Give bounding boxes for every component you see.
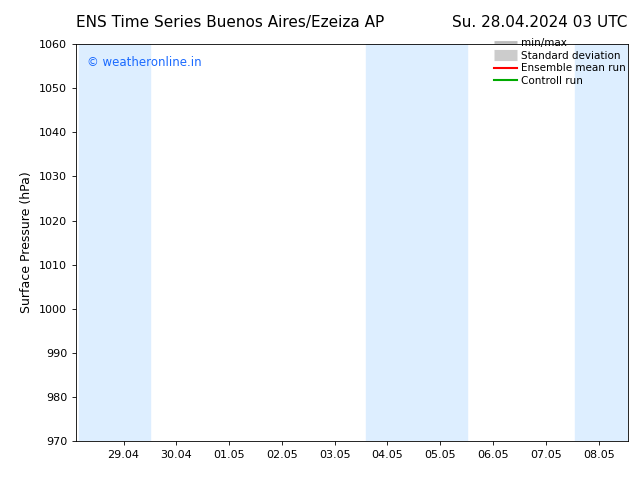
Bar xyxy=(79,44,150,441)
Legend: min/max, Standard deviation, Ensemble mean run, Controll run: min/max, Standard deviation, Ensemble me… xyxy=(491,36,628,88)
Bar xyxy=(366,44,467,441)
Y-axis label: Surface Pressure (hPa): Surface Pressure (hPa) xyxy=(20,172,34,314)
Text: ENS Time Series Buenos Aires/Ezeiza AP: ENS Time Series Buenos Aires/Ezeiza AP xyxy=(76,15,384,30)
Text: Su. 28.04.2024 03 UTC: Su. 28.04.2024 03 UTC xyxy=(452,15,628,30)
Text: © weatheronline.in: © weatheronline.in xyxy=(87,56,202,69)
Bar xyxy=(575,44,628,441)
